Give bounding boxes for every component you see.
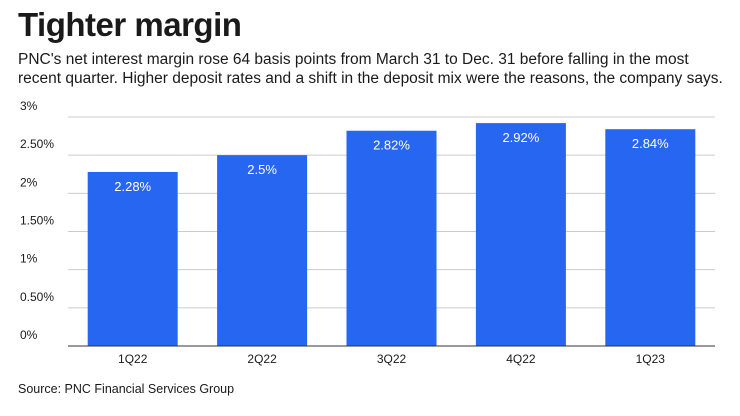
y-tick-label: 2.50% [20, 137, 54, 151]
y-tick-label: 2% [20, 175, 38, 189]
x-tick-label: 2Q22 [247, 352, 277, 366]
bar [475, 123, 566, 347]
bar [217, 155, 308, 346]
x-tick-label: 3Q22 [377, 352, 407, 366]
bar [87, 171, 178, 346]
data-label: 2.82% [373, 138, 410, 153]
x-tick-label: 4Q22 [506, 352, 536, 366]
y-tick-label: 1% [20, 252, 38, 266]
y-tick-label: 1.50% [20, 214, 54, 228]
data-label: 2.28% [114, 179, 151, 194]
chart-subtitle: PNC's net interest margin rose 64 basis … [18, 51, 723, 87]
source-note: Source: PNC Financial Services Group [18, 382, 235, 396]
chart-title: Tighter margin [18, 6, 242, 43]
data-label: 2.92% [502, 130, 539, 145]
bar [346, 130, 437, 346]
y-tick-label: 0.50% [20, 290, 54, 304]
x-tick-label: 1Q22 [118, 352, 148, 366]
data-label: 2.84% [632, 136, 669, 151]
y-tick-label: 0% [20, 328, 38, 342]
y-tick-label: 3% [20, 99, 38, 113]
data-label: 2.5% [247, 162, 277, 177]
bar [605, 129, 696, 346]
x-tick-label: 1Q23 [636, 352, 666, 366]
